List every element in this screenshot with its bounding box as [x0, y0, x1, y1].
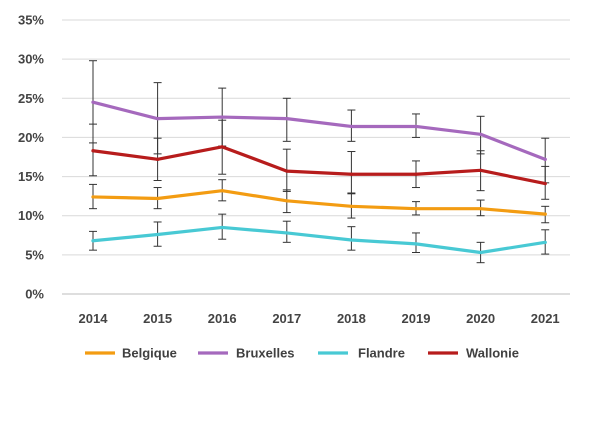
data-point	[543, 182, 547, 186]
data-point	[91, 195, 95, 199]
series-line	[91, 145, 547, 186]
legend-item-belgique: Belgique	[85, 346, 177, 361]
x-tick-label: 2014	[79, 311, 109, 326]
legend-label: Belgique	[122, 346, 177, 361]
data-point	[91, 149, 95, 153]
x-axis-tick-labels: 2014 2015 2016 2017 2018 2019 2020 2021	[79, 311, 560, 326]
series-belgique	[91, 189, 547, 216]
y-tick-label: 0%	[25, 287, 44, 302]
data-point	[156, 196, 160, 201]
data-point	[479, 250, 483, 255]
x-tick-label: 2017	[272, 311, 301, 326]
data-point	[285, 169, 289, 173]
data-point	[285, 231, 289, 235]
x-tick-label: 2021	[531, 311, 560, 326]
data-point	[156, 157, 160, 161]
legend-label: Bruxelles	[236, 346, 295, 361]
legend-item-bruxelles: Bruxelles	[198, 346, 295, 361]
data-point	[220, 225, 224, 230]
data-point	[543, 212, 547, 216]
y-tick-label: 25%	[18, 91, 44, 106]
x-tick-label: 2016	[208, 311, 237, 326]
error-bar	[347, 151, 356, 194]
data-point	[349, 238, 353, 242]
x-tick-label: 2020	[466, 311, 495, 326]
series-bruxelles	[91, 100, 547, 161]
y-tick-label: 20%	[18, 130, 44, 145]
y-tick-label: 5%	[25, 247, 44, 262]
data-point	[479, 207, 483, 211]
legend-item-flandre: Flandre	[318, 346, 405, 361]
data-point	[91, 239, 95, 243]
x-tick-label: 2018	[337, 311, 366, 326]
y-tick-label: 15%	[18, 169, 44, 184]
series-flandre	[91, 225, 547, 255]
series-line	[91, 225, 547, 255]
data-point	[479, 168, 483, 172]
data-point	[349, 172, 353, 176]
y-tick-label: 35%	[18, 13, 44, 28]
series-lines	[91, 100, 547, 255]
data-point	[543, 240, 547, 244]
data-point	[349, 124, 353, 129]
data-point	[414, 124, 418, 129]
x-tick-label: 2015	[143, 311, 172, 326]
data-point	[543, 157, 547, 161]
legend-label: Flandre	[358, 346, 405, 361]
series-line	[91, 100, 547, 161]
error-bars	[89, 60, 550, 264]
y-tick-label: 10%	[18, 208, 44, 223]
series-line	[91, 189, 547, 216]
data-point	[156, 232, 160, 237]
data-point	[414, 172, 418, 176]
data-point	[220, 189, 224, 193]
data-point	[349, 204, 353, 208]
data-point	[156, 117, 160, 121]
y-tick-label: 30%	[18, 52, 44, 67]
data-point	[285, 117, 289, 121]
data-point	[285, 199, 289, 203]
data-point	[220, 145, 224, 149]
series-wallonie	[91, 145, 547, 186]
data-point	[479, 132, 483, 136]
x-tick-label: 2019	[402, 311, 431, 326]
y-axis-tick-labels: 0% 5% 10% 15% 20% 25% 30% 35%	[18, 13, 44, 302]
data-point	[91, 100, 95, 104]
gridlines	[62, 19, 570, 295]
legend-label: Wallonie	[466, 346, 519, 361]
data-point	[414, 207, 418, 211]
legend-item-wallonie: Wallonie	[428, 346, 519, 361]
data-point	[220, 115, 224, 119]
data-point	[414, 242, 418, 246]
legend: Belgique Bruxelles Flandre Wallonie	[85, 346, 519, 361]
